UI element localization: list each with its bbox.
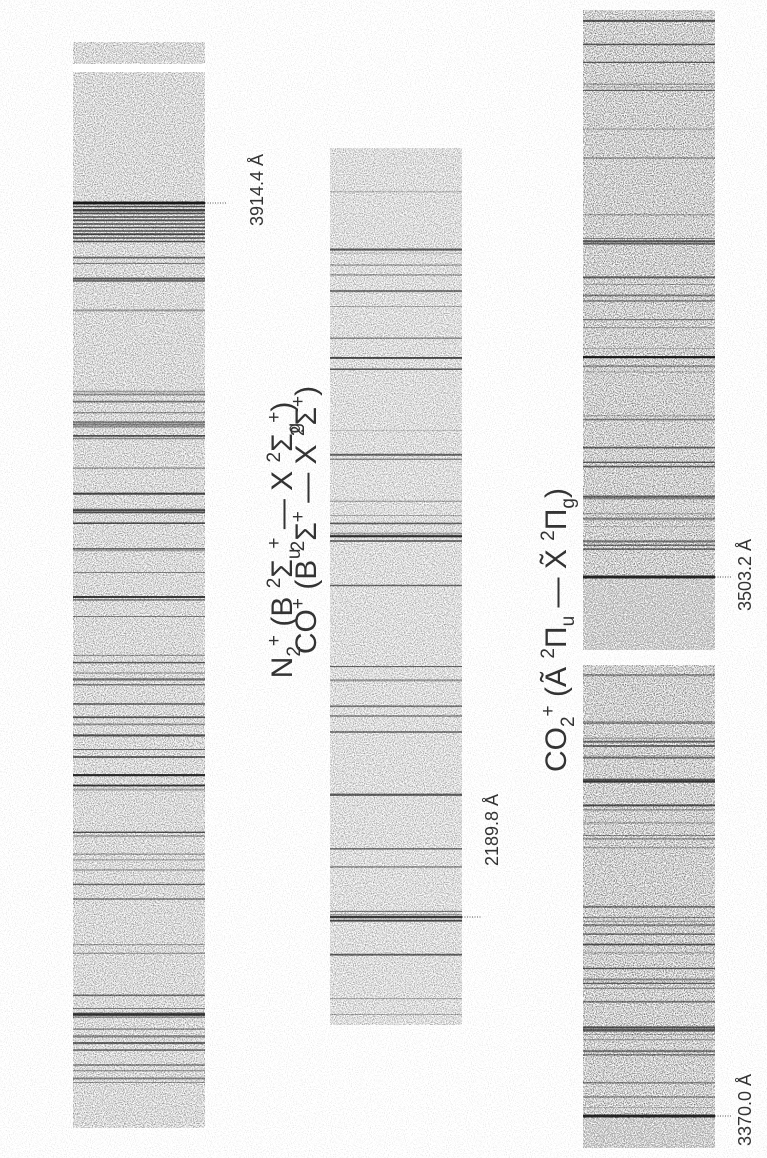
formula-part: CO <box>290 609 323 654</box>
formula-part: Σ <box>290 522 323 541</box>
formula-part: — X <box>290 436 323 511</box>
formula-part: u <box>558 616 579 627</box>
formula-part: + <box>538 705 559 716</box>
formula-part: + <box>264 635 285 646</box>
wavelength-label: 3503.2 Å <box>735 539 755 611</box>
formula-part: 2 <box>264 578 285 589</box>
formula-part: + <box>288 396 309 407</box>
formula-part: + <box>264 412 285 423</box>
formula-part: + <box>288 598 309 609</box>
formula-part: CO <box>540 727 573 772</box>
strip-gap <box>73 64 205 72</box>
formula-part: + <box>264 537 285 548</box>
formula-part: ) <box>290 386 323 396</box>
formula-part: 2 <box>288 426 309 437</box>
formula-part: 2 <box>538 648 559 659</box>
formula-part: — X̃ <box>540 541 573 616</box>
co2-label: CO2+ (Ã 2Πu — X̃ 2Πg) <box>538 488 579 772</box>
co2-strip-light <box>583 1118 715 1148</box>
co-strip <box>330 148 462 1025</box>
spectra <box>73 10 715 1148</box>
formula-part: 2 <box>288 541 309 552</box>
page: N2+ (B 2Σu+ — X 2Σg+) CO+ (B 2Σ+ — X 2Σ+… <box>0 0 767 1158</box>
formula-part: N <box>266 657 299 679</box>
formula-part: 2 <box>538 530 559 541</box>
formula-part: (Ã <box>539 659 573 706</box>
co2-strip-light <box>583 580 715 650</box>
formula-part: g <box>558 498 579 509</box>
co2-strip-upper <box>583 10 715 650</box>
wavelength-label: 3914.4 Å <box>247 154 267 226</box>
wavelength-label: 3370.0 Å <box>735 1074 755 1146</box>
formula-part: Σ <box>290 407 323 426</box>
wavelength-label: 2189.8 Å <box>482 794 502 866</box>
formula-part: 2 <box>558 716 579 727</box>
formula-part: 2 <box>264 452 285 463</box>
formula-part: ) <box>540 488 573 498</box>
n2-strip <box>73 42 205 1128</box>
formula-part: Π <box>540 626 573 648</box>
formula-part: + <box>288 511 309 522</box>
figure: N2+ (B 2Σu+ — X 2Σg+) CO+ (B 2Σ+ — X 2Σ+… <box>0 0 767 1158</box>
formula-part: (B <box>290 551 323 598</box>
formula-part: Π <box>540 509 573 531</box>
